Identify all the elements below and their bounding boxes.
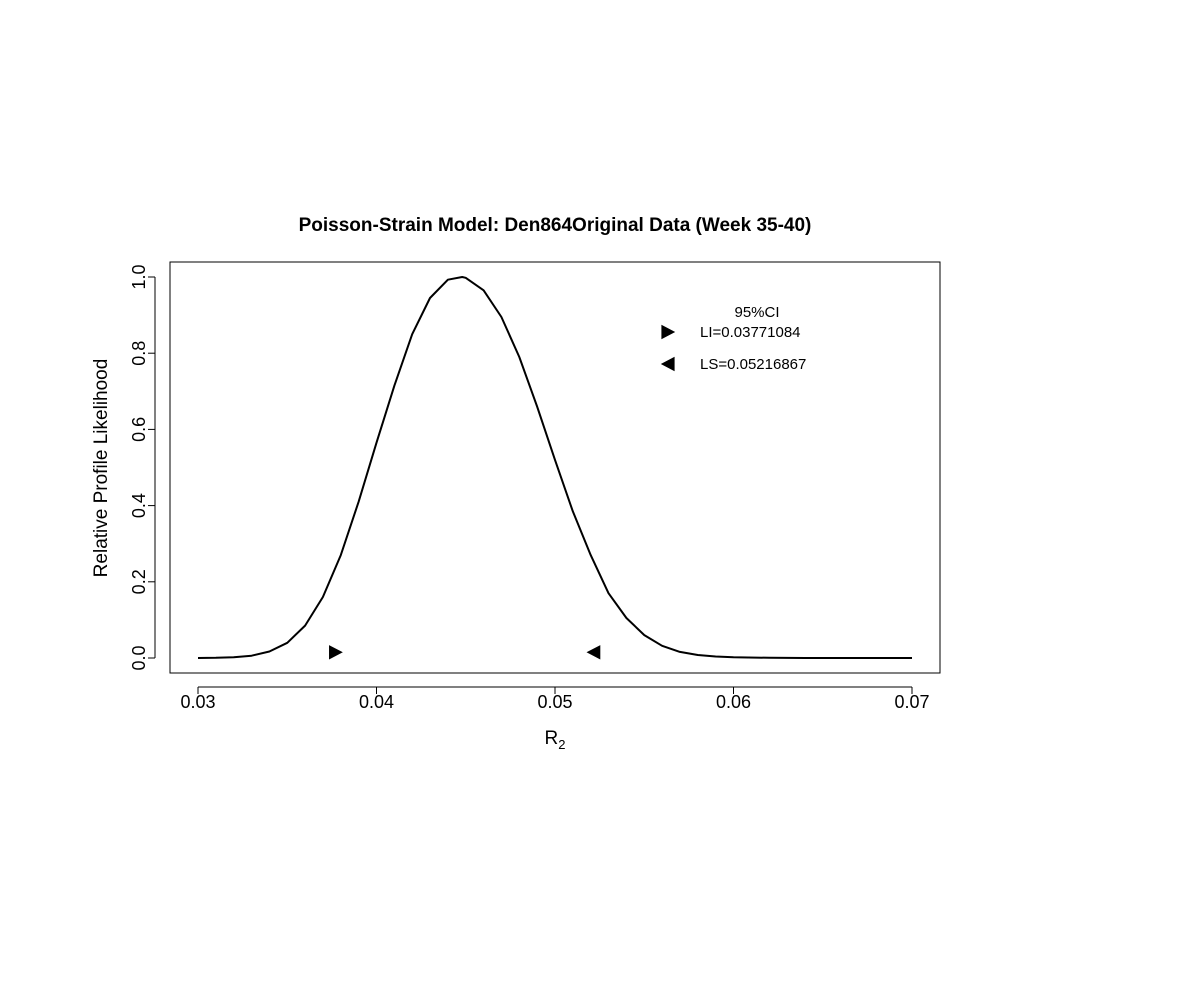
x-tick-label: 0.06 [716,692,751,712]
x-tick-label: 0.07 [894,692,929,712]
legend: 95%CI LI=0.03771084 LS=0.05216867 [660,304,806,373]
legend-label: LI=0.03771084 [700,324,801,341]
x-tick-label: 0.03 [180,692,215,712]
y-axis-label: Relative Profile Likelihood [91,359,112,578]
legend-label: LS=0.05216867 [700,356,806,373]
x-axis-label-subscript: 2 [558,737,565,752]
plot-frame [169,261,941,674]
y-tick-label: 0.0 [129,645,149,670]
legend-symbol [661,324,676,340]
likelihood-curve [197,276,912,659]
lower-limit-marker [329,645,343,660]
upper-limit-marker [586,645,601,660]
y-tick-label: 0.6 [129,417,149,442]
y-tick-label: 0.4 [129,493,149,518]
y-tick-label: 1.0 [129,264,149,289]
legend-entries: LI=0.03771084 LS=0.05216867 [660,324,806,373]
legend-title: 95%CI [734,304,779,321]
y-tick-label: 0.8 [129,341,149,366]
chart-title: Poisson-Strain Model: Den864Original Dat… [299,215,812,236]
legend-symbol [660,356,675,372]
x-tick-label: 0.05 [537,692,572,712]
y-axis: 0.0 0.2 0.4 0.6 0.8 1.0 [129,264,156,671]
y-tick-label: 0.2 [129,569,149,594]
x-tick-label: 0.04 [359,692,394,712]
x-axis-label-main: R [545,728,559,749]
x-axis-label: R2 [545,728,566,752]
plot-area [197,276,912,660]
x-axis: 0.03 0.04 0.05 0.06 0.07 [180,686,930,712]
